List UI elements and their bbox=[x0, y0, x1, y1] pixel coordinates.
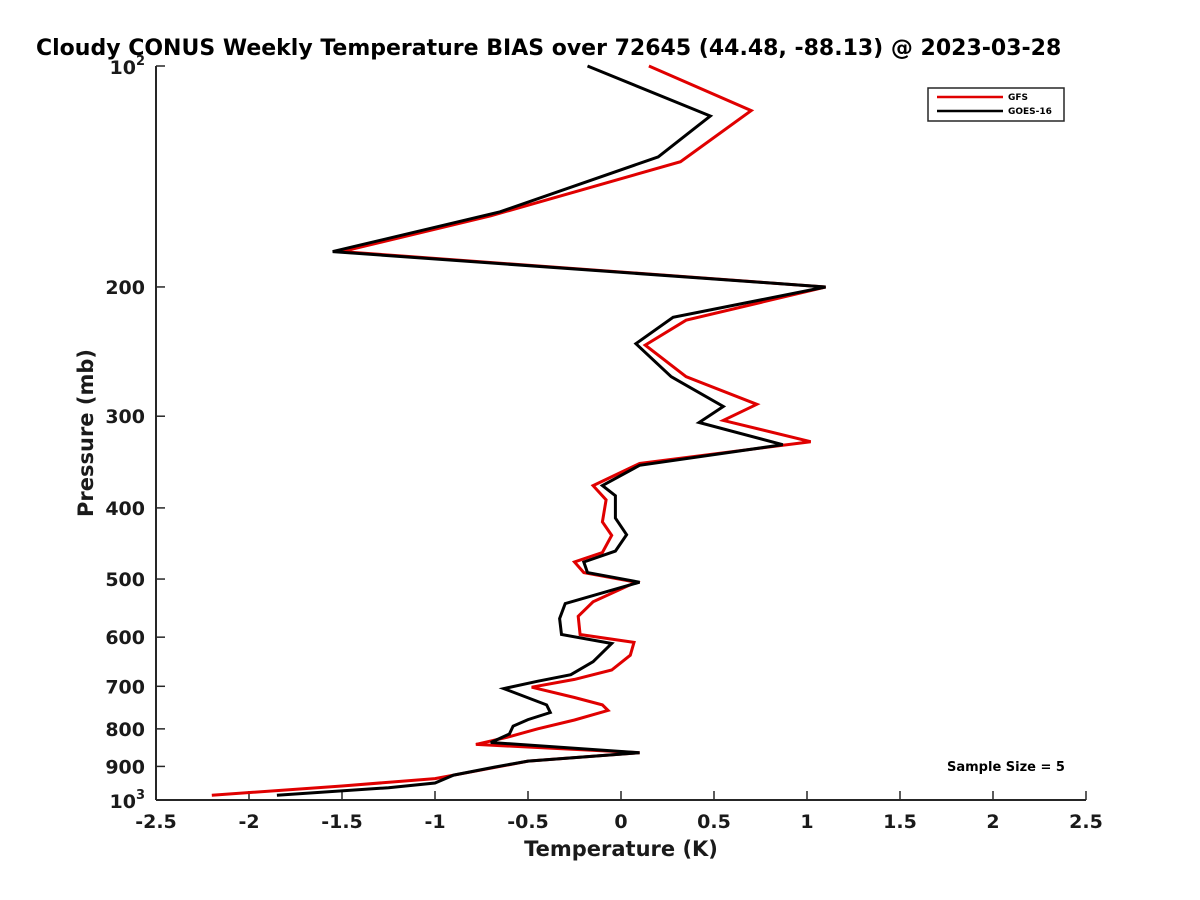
legend: GFS GOES-16 bbox=[927, 87, 1065, 122]
x-tick-label: 0 bbox=[614, 811, 627, 833]
x-tick-label: -1 bbox=[424, 811, 445, 833]
series-line-goes16 bbox=[276, 64, 826, 797]
x-axis-ticks: -2.5 -2 -1.5 -1 -0.5 0 0.5 1 1.5 2 2.5 bbox=[135, 791, 1103, 833]
y-tick-exponent: 2 bbox=[136, 54, 145, 69]
x-tick-label: 2.5 bbox=[1069, 811, 1103, 833]
x-tick-label: -0.5 bbox=[507, 811, 549, 833]
y-axis-label: Pressure (mb) bbox=[74, 349, 98, 517]
x-tick-label: 1.5 bbox=[883, 811, 917, 833]
y-tick-label: 800 bbox=[105, 719, 145, 741]
legend-box bbox=[927, 87, 1065, 122]
x-tick-label: -2.5 bbox=[135, 811, 177, 833]
x-axis-label: Temperature (K) bbox=[524, 837, 718, 861]
y-tick-label: 400 bbox=[105, 498, 145, 520]
y-tick-label: 102 bbox=[110, 54, 146, 79]
x-tick-label: 1 bbox=[800, 811, 813, 833]
y-tick-label: 700 bbox=[105, 676, 145, 698]
y-tick-label: 300 bbox=[105, 406, 145, 428]
y-tick-label: 200 bbox=[105, 277, 145, 299]
legend-label-goes16: GOES-16 bbox=[1008, 107, 1052, 117]
x-tick-label: -2 bbox=[238, 811, 259, 833]
y-tick-base: 10 bbox=[110, 57, 136, 79]
plot-area: -2.5 -2 -1.5 -1 -0.5 0 0.5 1 1.5 2 2.5 10220030040… bbox=[105, 54, 1103, 833]
x-tick-label: 2 bbox=[986, 811, 999, 833]
y-tick-label: 103 bbox=[110, 788, 146, 813]
x-tick-label: 0.5 bbox=[697, 811, 731, 833]
chart-title: Cloudy CONUS Weekly Temperature BIAS ove… bbox=[36, 36, 1061, 61]
y-tick-label: 900 bbox=[105, 756, 145, 778]
x-tick-label: -1.5 bbox=[321, 811, 363, 833]
series-lines bbox=[211, 64, 826, 797]
y-tick-base: 10 bbox=[110, 791, 136, 813]
y-tick-label: 600 bbox=[105, 627, 145, 649]
sample-size-annotation: Sample Size = 5 bbox=[947, 760, 1065, 775]
y-tick-label: 500 bbox=[105, 569, 145, 591]
legend-label-gfs: GFS bbox=[1008, 93, 1028, 103]
y-tick-exponent: 3 bbox=[136, 788, 145, 803]
